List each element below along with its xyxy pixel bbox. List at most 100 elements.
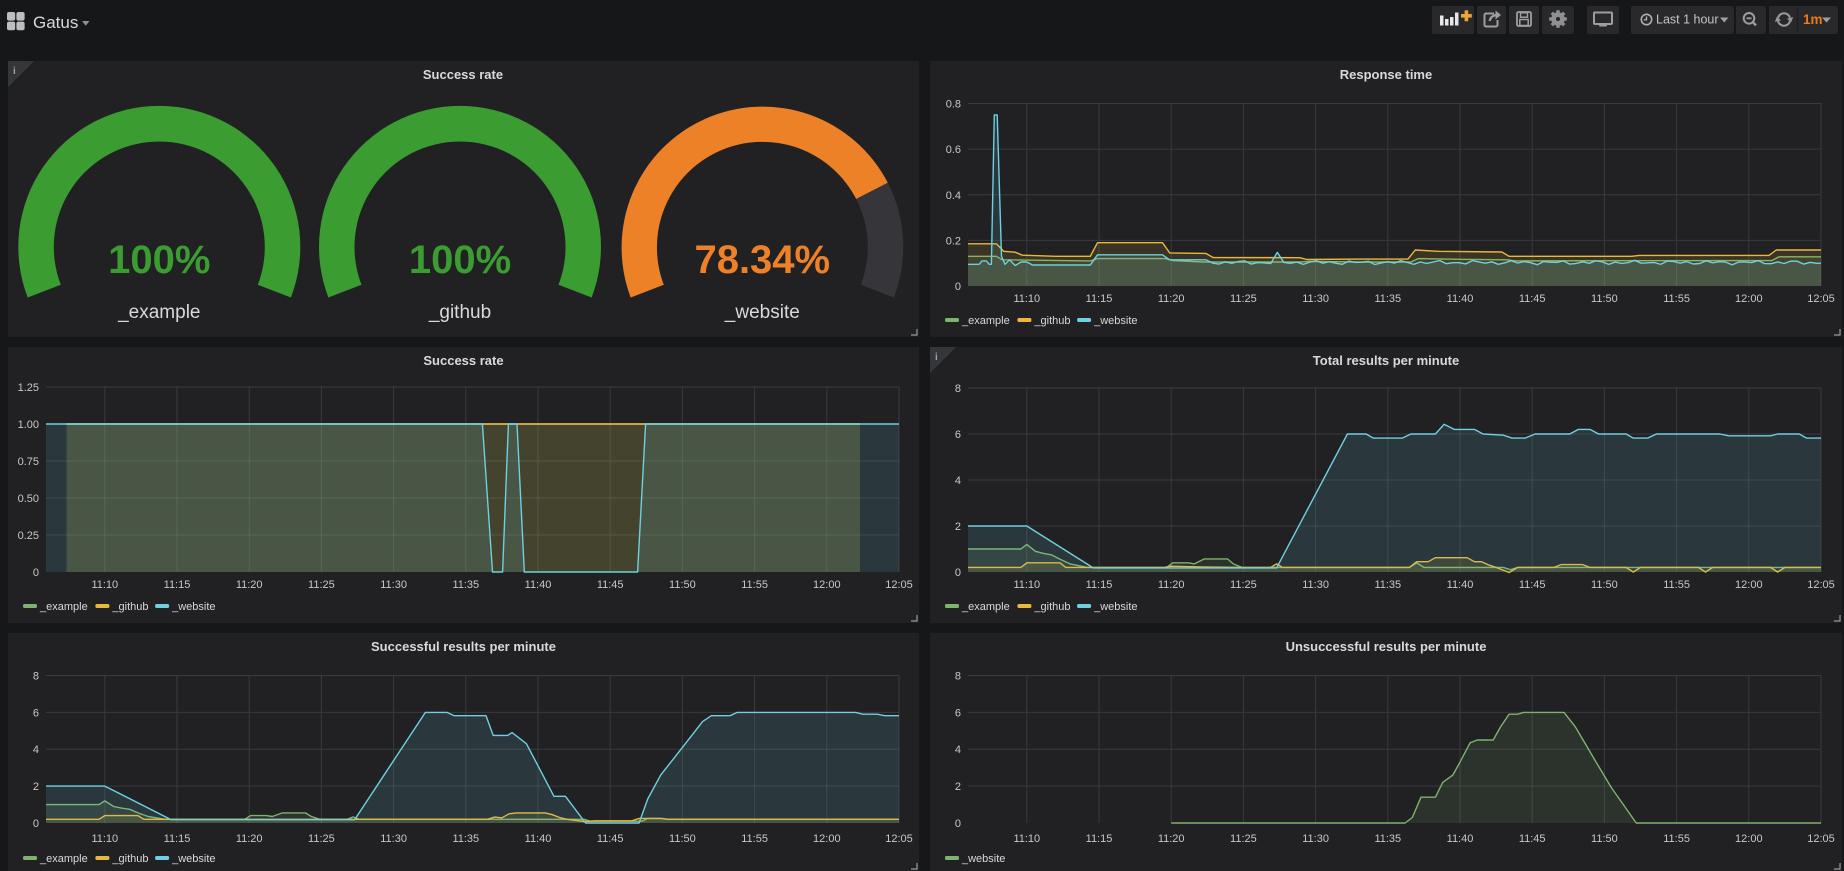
svg-text:2: 2 <box>955 521 961 533</box>
svg-text:12:00: 12:00 <box>813 579 841 591</box>
svg-text:11:40: 11:40 <box>1447 833 1474 845</box>
svg-text:0: 0 <box>33 567 39 579</box>
svg-text:11:50: 11:50 <box>669 579 696 591</box>
svg-text:0.8: 0.8 <box>946 99 961 111</box>
svg-text:0: 0 <box>33 818 39 830</box>
svg-text:12:05: 12:05 <box>885 833 913 845</box>
svg-text:8: 8 <box>955 383 961 395</box>
svg-text:11:10: 11:10 <box>1013 579 1040 591</box>
svg-text:11:35: 11:35 <box>1374 293 1401 305</box>
svg-text:100%: 100% <box>409 238 511 282</box>
svg-text:_github: _github <box>428 302 491 323</box>
svg-text:11:30: 11:30 <box>380 579 407 591</box>
svg-text:12:05: 12:05 <box>1807 293 1835 305</box>
svg-text:6: 6 <box>33 707 39 719</box>
svg-text:1.25: 1.25 <box>18 382 39 394</box>
svg-text:11:20: 11:20 <box>1158 579 1185 591</box>
svg-text:8: 8 <box>955 671 961 683</box>
svg-text:11:20: 11:20 <box>236 579 263 591</box>
svg-text:100%: 100% <box>108 238 210 282</box>
svg-text:11:25: 11:25 <box>308 833 335 845</box>
svg-text:0.2: 0.2 <box>946 235 961 247</box>
svg-text:11:35: 11:35 <box>1374 833 1401 845</box>
svg-text:11:30: 11:30 <box>380 833 407 845</box>
svg-text:11:30: 11:30 <box>1302 833 1329 845</box>
svg-text:78.34%: 78.34% <box>694 238 830 282</box>
svg-text:11:10: 11:10 <box>91 579 118 591</box>
svg-text:11:40: 11:40 <box>1447 293 1474 305</box>
svg-text:11:15: 11:15 <box>1086 293 1113 305</box>
svg-text:Success rate: Success rate <box>423 353 503 368</box>
svg-text:i: i <box>13 66 16 77</box>
svg-text:0: 0 <box>955 818 961 830</box>
svg-text:11:25: 11:25 <box>1230 833 1257 845</box>
svg-text:11:25: 11:25 <box>308 579 335 591</box>
svg-text:_example: _example <box>961 601 1010 613</box>
svg-text:Total results per minute: Total results per minute <box>1313 353 1459 368</box>
svg-text:11:55: 11:55 <box>1663 833 1690 845</box>
svg-text:1m: 1m <box>1803 12 1823 27</box>
svg-text:_example: _example <box>117 302 200 323</box>
svg-text:11:45: 11:45 <box>597 579 624 591</box>
svg-text:12:00: 12:00 <box>1735 833 1763 845</box>
svg-text:_example: _example <box>961 315 1010 327</box>
svg-text:11:15: 11:15 <box>164 833 191 845</box>
svg-text:11:50: 11:50 <box>669 833 696 845</box>
svg-text:0: 0 <box>955 567 961 579</box>
svg-text:12:00: 12:00 <box>813 833 841 845</box>
svg-text:_github: _github <box>111 853 148 865</box>
svg-text:11:30: 11:30 <box>1302 293 1329 305</box>
svg-text:0.25: 0.25 <box>18 530 39 542</box>
svg-text:12:00: 12:00 <box>1735 293 1763 305</box>
svg-text:12:00: 12:00 <box>1735 579 1763 591</box>
svg-text:11:45: 11:45 <box>597 833 624 845</box>
svg-text:0.75: 0.75 <box>18 456 39 468</box>
svg-text:11:55: 11:55 <box>1663 293 1690 305</box>
svg-text:_github: _github <box>1033 601 1070 613</box>
svg-text:11:20: 11:20 <box>236 833 263 845</box>
svg-text:11:50: 11:50 <box>1591 833 1618 845</box>
svg-text:11:40: 11:40 <box>1447 579 1474 591</box>
svg-text:Unsuccessful results per minut: Unsuccessful results per minute <box>1286 639 1487 654</box>
svg-text:11:40: 11:40 <box>525 579 552 591</box>
svg-text:Response time: Response time <box>1340 67 1432 82</box>
svg-text:11:40: 11:40 <box>525 833 552 845</box>
svg-text:Successful results per minute: Successful results per minute <box>371 639 556 654</box>
svg-text:0.50: 0.50 <box>18 493 39 505</box>
svg-text:_website: _website <box>961 853 1005 865</box>
svg-text:11:10: 11:10 <box>91 833 118 845</box>
svg-text:_website: _website <box>171 853 215 865</box>
svg-text:11:55: 11:55 <box>741 833 768 845</box>
svg-text:11:20: 11:20 <box>1158 293 1185 305</box>
svg-text:11:50: 11:50 <box>1591 293 1618 305</box>
svg-text:Success rate: Success rate <box>423 67 503 82</box>
svg-text:11:50: 11:50 <box>1591 579 1618 591</box>
svg-text:11:25: 11:25 <box>1230 579 1257 591</box>
svg-text:_example: _example <box>39 853 88 865</box>
svg-text:11:45: 11:45 <box>1519 833 1546 845</box>
svg-text:2: 2 <box>33 781 39 793</box>
svg-text:11:15: 11:15 <box>1086 833 1113 845</box>
svg-text:_website: _website <box>1093 601 1137 613</box>
svg-text:11:30: 11:30 <box>1302 579 1329 591</box>
svg-text:0: 0 <box>955 281 961 293</box>
svg-text:11:35: 11:35 <box>452 579 479 591</box>
svg-text:Last 1 hour: Last 1 hour <box>1656 13 1719 27</box>
svg-text:11:45: 11:45 <box>1519 293 1546 305</box>
svg-text:6: 6 <box>955 429 961 441</box>
svg-text:11:15: 11:15 <box>164 579 191 591</box>
svg-text:11:35: 11:35 <box>452 833 479 845</box>
svg-text:11:55: 11:55 <box>741 579 768 591</box>
svg-text:_github: _github <box>1033 315 1070 327</box>
svg-text:0.6: 0.6 <box>946 144 961 156</box>
svg-text:11:45: 11:45 <box>1519 579 1546 591</box>
svg-text:11:20: 11:20 <box>1158 833 1185 845</box>
svg-text:11:25: 11:25 <box>1230 293 1257 305</box>
svg-text:_github: _github <box>111 601 148 613</box>
svg-text:11:10: 11:10 <box>1013 833 1040 845</box>
svg-text:1.00: 1.00 <box>18 419 39 431</box>
svg-text:4: 4 <box>955 744 961 756</box>
svg-text:0.4: 0.4 <box>946 190 961 202</box>
svg-text:Gatus: Gatus <box>33 13 78 32</box>
svg-text:_website: _website <box>724 302 800 323</box>
